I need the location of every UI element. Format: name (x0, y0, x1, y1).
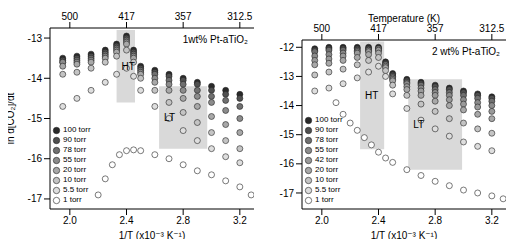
svg-text:2.8: 2.8 (428, 215, 442, 226)
svg-text:2.8: 2.8 (176, 215, 190, 226)
html-text:10 torr: 10 torr (315, 175, 339, 184)
svg-text:-17: -17 (280, 188, 295, 199)
svg-text:2.4: 2.4 (120, 215, 134, 226)
svg-text:1/T (x10⁻³ K⁻¹): 1/T (x10⁻³ K⁻¹) (119, 230, 186, 239)
svg-text:-15: -15 (28, 113, 43, 124)
svg-text:-14: -14 (28, 73, 43, 84)
svg-text:-16: -16 (280, 158, 295, 169)
html-text:1wt% Pt-aTiO₂: 1wt% Pt-aTiO₂ (182, 34, 248, 45)
svg-text:HT: HT (122, 61, 135, 72)
html-text:10 torr: 10 torr (63, 175, 87, 184)
svg-text:312.5: 312.5 (479, 23, 504, 34)
svg-text:500: 500 (313, 23, 330, 34)
svg-text:312.5: 312.5 (227, 11, 252, 22)
svg-text:-16: -16 (28, 153, 43, 164)
html-text:55 torr: 55 torr (63, 155, 87, 164)
svg-text:LT: LT (164, 112, 175, 123)
html-text:90 torr: 90 torr (315, 125, 339, 134)
svg-text:2.0: 2.0 (315, 215, 329, 226)
svg-text:500: 500 (61, 11, 78, 22)
svg-text:ln d[CO₂]/dt: ln d[CO₂]/dt (8, 92, 16, 144)
svg-text:-12: -12 (280, 42, 295, 53)
html-text:78 torr: 78 torr (315, 135, 339, 144)
html-text:1 torr: 1 torr (63, 195, 82, 204)
html-text:20 torr: 20 torr (315, 165, 339, 174)
html-text:1 torr: 1 torr (315, 195, 334, 204)
svg-text:417: 417 (118, 11, 135, 22)
html-text:5.5 torr: 5.5 torr (315, 185, 341, 194)
svg-text:-17: -17 (28, 193, 43, 204)
svg-text:2.0: 2.0 (63, 215, 77, 226)
html-text:2 wt% Pt-aTiO₂: 2 wt% Pt-aTiO₂ (432, 46, 500, 57)
svg-text:357: 357 (175, 11, 192, 22)
html-text:100 torr: 100 torr (63, 125, 91, 134)
svg-text:357: 357 (427, 23, 444, 34)
svg-text:3.2: 3.2 (233, 215, 247, 226)
svg-text:LT: LT (413, 119, 424, 130)
html-text:90 torr: 90 torr (63, 135, 87, 144)
svg-text:2.4: 2.4 (372, 215, 386, 226)
html-text:5.5 torr: 5.5 torr (63, 185, 89, 194)
html-text:55 torr: 55 torr (315, 145, 339, 154)
html-text:42 torr: 42 torr (315, 155, 339, 164)
svg-text:-15: -15 (280, 129, 295, 140)
svg-text:-14: -14 (280, 100, 295, 111)
svg-text:417: 417 (370, 23, 387, 34)
svg-text:-13: -13 (280, 71, 295, 82)
svg-text:Temperature (K): Temperature (K) (368, 13, 440, 24)
html-text:100 torr: 100 torr (315, 115, 343, 124)
svg-text:-13: -13 (28, 33, 43, 44)
html-text:20 torr: 20 torr (63, 165, 87, 174)
svg-text:3.2: 3.2 (485, 215, 499, 226)
html-text:78 torr: 78 torr (63, 145, 87, 154)
svg-text:HT: HT (365, 90, 378, 101)
svg-text:1/T (x10⁻³ K⁻¹): 1/T (x10⁻³ K⁻¹) (371, 230, 438, 239)
